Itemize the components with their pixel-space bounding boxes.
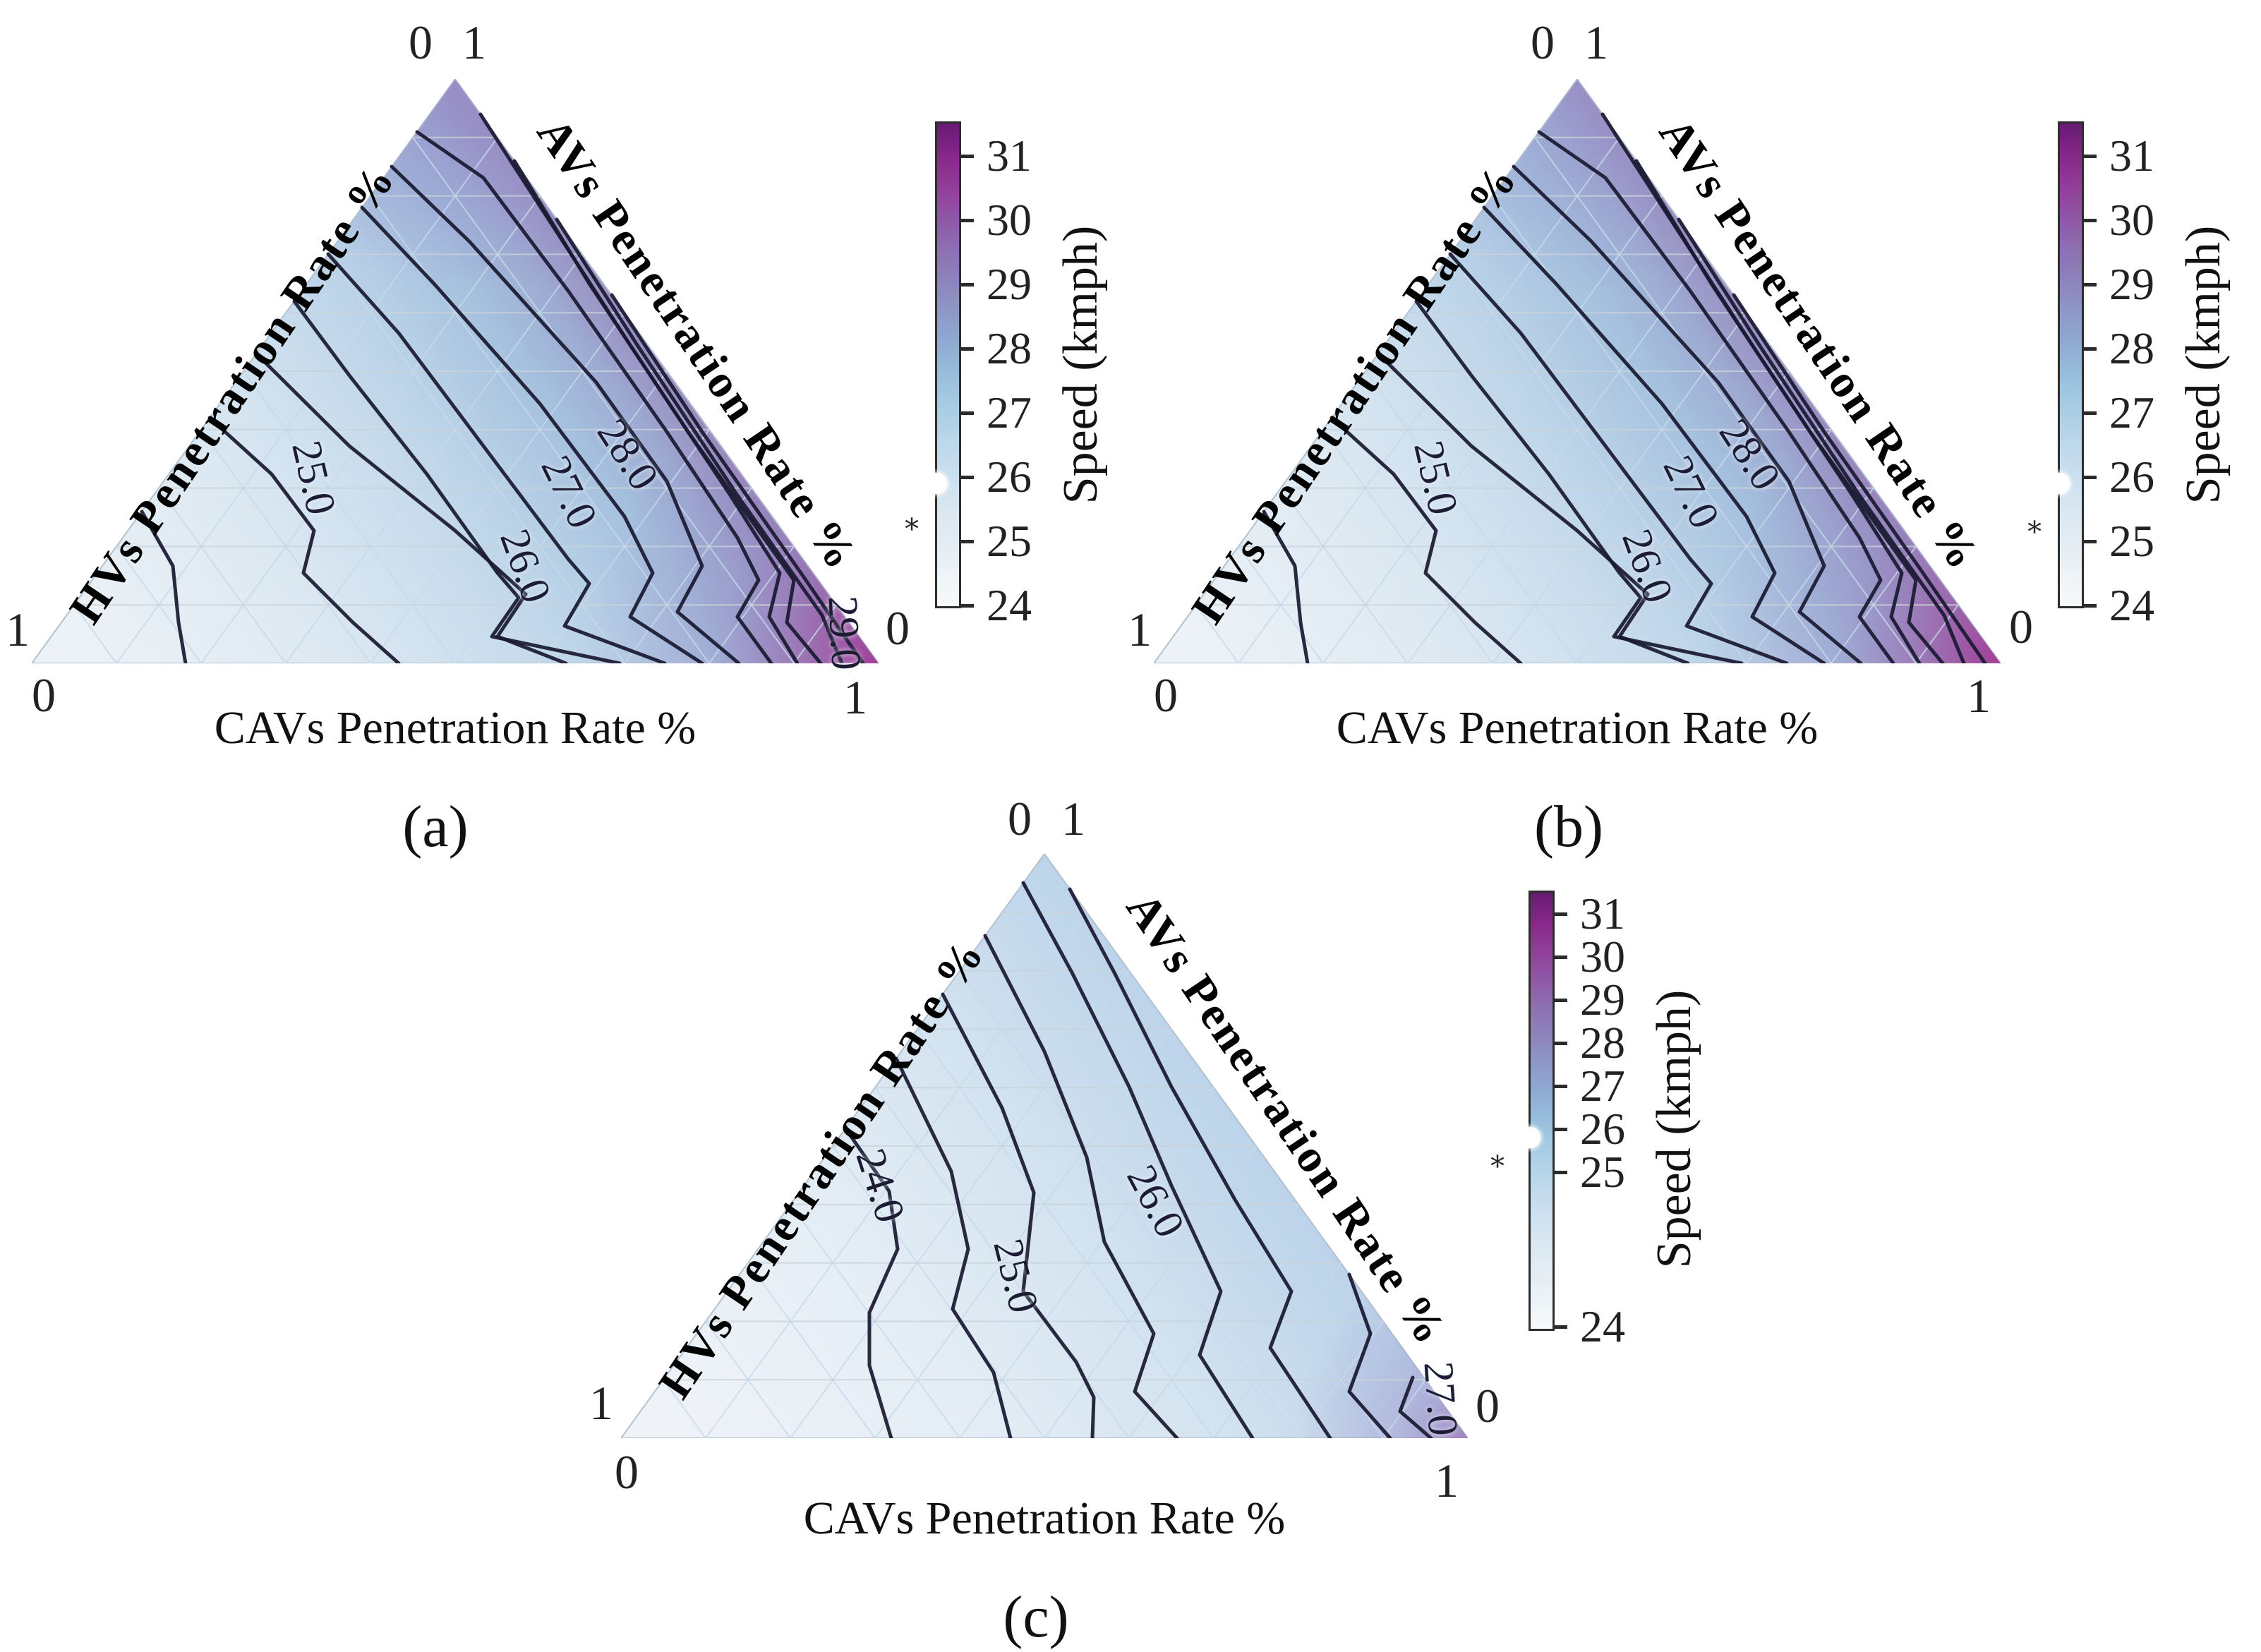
colorbar-tick-mark — [2082, 155, 2097, 158]
corner-tick-left-lower: 0 — [615, 1445, 639, 1499]
ternary-triangle-c — [621, 854, 1468, 1438]
colorbar-tick-mark — [960, 347, 974, 351]
bottom-axis-label: CAVs Penetration Rate % — [1336, 702, 1819, 754]
colorbar-tick-label: 29 — [1580, 975, 1625, 1025]
bottom-axis-label: CAVs Penetration Rate % — [214, 702, 697, 754]
colorbar-tick-mark — [960, 476, 974, 479]
colorbar-tick-label: 26 — [1580, 1104, 1625, 1154]
colorbar-tick-label: 29 — [2109, 259, 2154, 309]
contour-lines — [140, 112, 865, 663]
bottom-axis-label: CAVs Penetration Rate % — [803, 1493, 1286, 1544]
colorbar-tick-mark — [960, 604, 974, 608]
corner-tick-top-left: 0 — [1531, 16, 1555, 69]
ternary-triangle-a — [32, 79, 879, 663]
colorbar-tick-mark — [2082, 411, 2097, 415]
colorbar-tick-mark — [2082, 540, 2097, 543]
colorbar-tick-mark — [1553, 1325, 1567, 1329]
corner-tick-left-upper: 1 — [1128, 603, 1152, 656]
contour-label: 29.0 — [819, 594, 870, 672]
corner-tick-right-upper: 0 — [2009, 600, 2033, 653]
colorbar-tick-mark — [2082, 476, 2097, 479]
colorbar-a — [935, 121, 961, 608]
colorbar-white-marker — [1519, 1127, 1541, 1148]
ternary-grid — [1195, 136, 1959, 663]
colorbar-small-glyph: ∗ — [1488, 1145, 1507, 1176]
colorbar-tick-mark — [2082, 347, 2097, 351]
colorbar-axis-label: Speed (kmph) — [1054, 225, 1108, 505]
colorbar-white-marker — [2049, 473, 2070, 494]
colorbar-tick-label: 27 — [2109, 387, 2154, 438]
corner-tick-top-right: 1 — [462, 16, 486, 69]
colorbar-tick-mark — [960, 411, 974, 415]
contour-label: 27.0 — [1415, 1360, 1467, 1437]
colorbar-tick-label: 25 — [987, 516, 1032, 566]
corner-tick-right-upper: 0 — [886, 601, 910, 655]
colorbar-tick-label: 25 — [1580, 1147, 1625, 1197]
corner-tick-right-lower: 1 — [1967, 669, 1991, 723]
colorbar-tick-label: 27 — [987, 387, 1032, 438]
corner-tick-top-left: 0 — [1008, 792, 1032, 845]
caption-c: (c) — [1003, 1584, 1069, 1650]
colorbar-small-glyph: ∗ — [902, 507, 922, 539]
ternary-grid — [73, 136, 837, 663]
corner-tick-left-upper: 1 — [6, 603, 30, 656]
colorbar-tick-mark — [960, 219, 974, 222]
colorbar-tick-mark — [2082, 219, 2097, 222]
colorbar-tick-mark — [2082, 604, 2097, 608]
colorbar-tick-label: 28 — [1580, 1018, 1625, 1068]
colorbar-tick-mark — [2082, 283, 2097, 287]
colorbar-tick-label: 28 — [2109, 323, 2154, 373]
caption-b: (b) — [1534, 794, 1603, 860]
colorbar-tick-mark — [960, 283, 974, 287]
colorbar-tick-label: 24 — [1580, 1301, 1625, 1351]
colorbar-tick-label: 24 — [987, 580, 1032, 630]
colorbar-tick-label: 30 — [987, 195, 1032, 245]
colorbar-tick-label: 30 — [2109, 195, 2154, 245]
colorbar-tick-label: 31 — [987, 131, 1032, 181]
colorbar-tick-label: 26 — [987, 452, 1032, 502]
colorbar-tick-label: 24 — [2109, 580, 2154, 630]
corner-tick-top-right: 1 — [1584, 16, 1608, 69]
contour-lines — [1262, 112, 1987, 663]
colorbar-tick-mark — [1553, 1171, 1567, 1174]
colorbar-tick-label: 25 — [2109, 516, 2154, 566]
colorbar-axis-label: Speed (kmph) — [2176, 225, 2231, 505]
colorbar-tick-label: 31 — [2109, 131, 2154, 181]
colorbar-tick-mark — [1553, 955, 1567, 959]
colorbar-tick-label: 28 — [987, 323, 1032, 373]
ternary-triangle-b — [1154, 79, 2001, 663]
colorbar-tick-mark — [1553, 999, 1567, 1002]
colorbar-tick-mark — [1553, 1042, 1567, 1045]
corner-tick-top-right: 1 — [1061, 792, 1085, 845]
colorbar-b — [2058, 121, 2084, 608]
corner-tick-right-lower: 1 — [1435, 1454, 1459, 1507]
colorbar-small-glyph: ∗ — [2025, 510, 2044, 542]
colorbar-tick-mark — [1553, 1085, 1567, 1088]
corner-tick-left-lower: 0 — [1154, 668, 1178, 722]
colorbar-c — [1529, 891, 1555, 1331]
colorbar-tick-mark — [960, 540, 974, 543]
colorbar-axis-label: Speed (kmph) — [1647, 989, 1701, 1269]
colorbar-white-marker — [926, 473, 947, 494]
colorbar-tick-label: 27 — [1580, 1061, 1625, 1111]
corner-tick-right-lower: 1 — [843, 670, 867, 724]
corner-tick-right-upper: 0 — [1476, 1379, 1500, 1433]
corner-tick-left-lower: 0 — [32, 668, 56, 722]
colorbar-tick-label: 26 — [2109, 452, 2154, 502]
colorbar-tick-mark — [960, 155, 974, 158]
corner-tick-top-left: 0 — [409, 16, 433, 69]
caption-a: (a) — [402, 794, 469, 860]
corner-tick-left-upper: 1 — [589, 1376, 613, 1430]
colorbar-tick-mark — [1553, 912, 1567, 916]
colorbar-tick-label: 30 — [1580, 931, 1625, 982]
contour-lines — [843, 881, 1433, 1438]
colorbar-tick-label: 31 — [1580, 888, 1625, 939]
colorbar-tick-mark — [1553, 1128, 1567, 1131]
colorbar-tick-label: 29 — [987, 259, 1032, 309]
